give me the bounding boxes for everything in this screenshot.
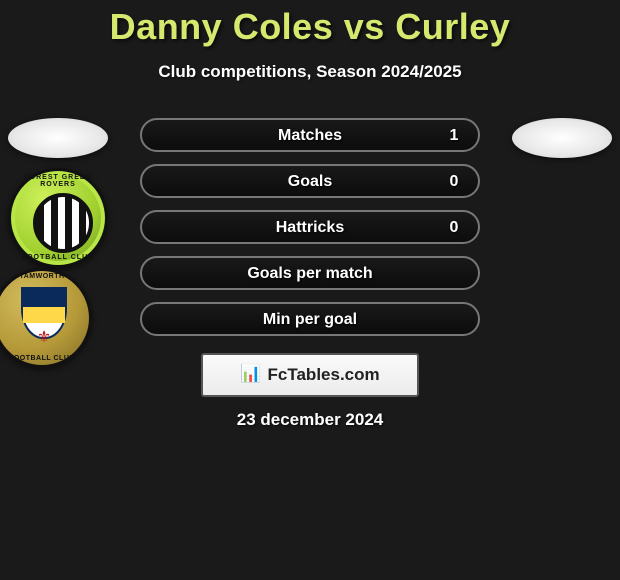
shield-icon: ⚜ [21, 287, 67, 339]
club-badge-right-label-top: TAMWORTH [0, 273, 89, 280]
club-badge-left-label-top: FOREST GREEN ROVERS [11, 174, 105, 188]
club-badge-right: TAMWORTH ⚜ FOOTBALL CLUB [0, 268, 92, 368]
date-label: 23 december 2024 [0, 410, 620, 430]
stat-label: Goals [142, 166, 478, 198]
stat-label: Hattricks [142, 212, 478, 244]
stat-row: Goals 0 [140, 164, 480, 198]
club-badge-left-label-bottom: FOOTBALL CLUB [11, 254, 105, 261]
promo-link[interactable]: 📊 FcTables.com [201, 353, 419, 397]
stat-row: Hattricks 0 [140, 210, 480, 244]
bar-chart-icon: 📊 [240, 364, 261, 384]
stat-label: Goals per match [142, 258, 478, 290]
stat-label: Matches [142, 120, 478, 152]
stats-area: FOREST GREEN ROVERS FOOTBALL CLUB TAMWOR… [0, 118, 620, 348]
stat-row: Goals per match [140, 256, 480, 290]
stat-row: Matches 1 [140, 118, 480, 152]
stat-value-right: 0 [434, 166, 474, 198]
stat-value-right: 0 [434, 212, 474, 244]
page-title: Danny Coles vs Curley [0, 0, 620, 48]
stat-row: Min per goal [140, 302, 480, 336]
stat-label: Min per goal [142, 304, 478, 336]
stat-value-right: 1 [434, 120, 474, 152]
page-subtitle: Club competitions, Season 2024/2025 [0, 62, 620, 82]
fleur-icon: ⚜ [37, 327, 51, 347]
stat-rows: Matches 1 Goals 0 Hattricks 0 Goals per … [140, 118, 480, 348]
promo-text: FcTables.com [268, 365, 380, 385]
club-badge-right-label-bottom: FOOTBALL CLUB [0, 355, 89, 362]
player-photo-right [512, 118, 612, 158]
club-badge-left: FOREST GREEN ROVERS FOOTBALL CLUB [8, 168, 108, 268]
player-photo-left [8, 118, 108, 158]
root: Danny Coles vs Curley Club competitions,… [0, 0, 620, 580]
